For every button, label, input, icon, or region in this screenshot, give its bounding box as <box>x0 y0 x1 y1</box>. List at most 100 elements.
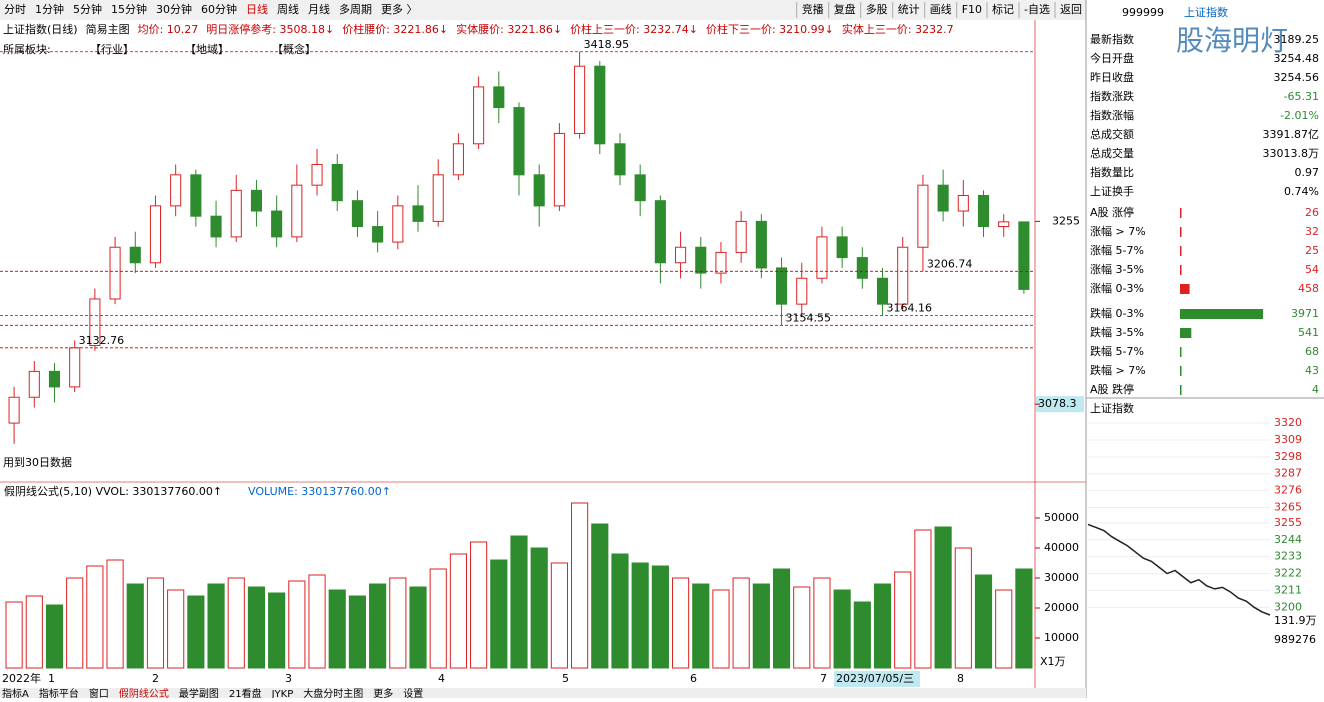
toolbar-button[interactable]: -自选 <box>1024 3 1050 16</box>
breadth-value: 68 <box>1305 345 1319 358</box>
toolbar-tab[interactable]: 60分钟 <box>201 2 237 16</box>
volume-bar <box>207 583 225 669</box>
volume-bar <box>772 568 791 669</box>
toolbar-tab[interactable]: 周线 <box>277 2 299 16</box>
mini-tick: 3265 <box>1274 501 1302 514</box>
bottom-tab[interactable]: 指标平台 <box>39 687 79 700</box>
breadth-bar <box>1180 246 1182 256</box>
volume-bar <box>389 577 407 669</box>
toolbar-tab[interactable]: 分时 <box>4 3 26 16</box>
volume-title: 假阴线公式(5,10) VVOL: 330137760.00↑ <box>4 484 222 498</box>
volume-bar <box>146 577 165 669</box>
volume-bar <box>853 601 871 669</box>
toolbar-button[interactable]: 标记 <box>992 2 1014 16</box>
x-tick-label: 1 <box>48 672 55 685</box>
index-name: 上证指数 <box>1184 5 1228 19</box>
toolbar-tab[interactable]: 多周期 <box>339 2 372 16</box>
volume-bar <box>449 553 467 669</box>
breadth-label: 涨幅 0-3% <box>1090 282 1144 295</box>
volume-bar <box>914 529 932 669</box>
toolbar-tab[interactable]: 30分钟 <box>156 2 192 16</box>
bottom-tab[interactable]: 最学副图 <box>179 687 219 700</box>
candle-body <box>574 65 586 134</box>
quote-value: -65.31 <box>1284 90 1319 103</box>
quote-value: 33013.8万 <box>1263 147 1320 160</box>
volume-bar <box>429 568 447 669</box>
candle-body <box>715 251 727 274</box>
toolbar-tab[interactable]: 月线 <box>308 2 330 16</box>
bottom-tab[interactable]: 假阴线公式 <box>119 687 169 700</box>
candle-body <box>149 205 162 264</box>
bottom-tab[interactable]: 指标A <box>2 687 29 700</box>
mini-vol: 131.9万 <box>1274 614 1317 627</box>
quote-value: 0.97 <box>1295 166 1320 179</box>
volume-bar <box>651 565 669 669</box>
candle-body <box>594 65 606 145</box>
toolbar-button[interactable]: 多股 <box>866 2 888 16</box>
candle-body <box>48 370 61 388</box>
candle-body <box>553 132 565 207</box>
toolbar-button[interactable]: 复盘 <box>834 2 856 16</box>
toolbar-tab[interactable]: 15分钟 <box>111 2 147 16</box>
breadth-bar <box>1180 309 1263 319</box>
breadth-label: 跌幅 0-3% <box>1090 306 1144 320</box>
toolbar-button[interactable]: 统计 <box>898 3 920 16</box>
y-tick-label: 3255 <box>1052 214 1080 227</box>
quote-value: -2.01% <box>1280 109 1319 122</box>
toolbar-button[interactable]: 返回 <box>1060 3 1082 16</box>
breadth-bar <box>1180 366 1182 376</box>
volume-bar <box>995 589 1013 669</box>
mini-tick: 3233 <box>1274 550 1302 563</box>
bottom-bar <box>0 688 1086 698</box>
bottom-tab[interactable]: 窗口 <box>89 687 109 700</box>
candle-body <box>412 205 424 222</box>
candle-body <box>311 163 323 186</box>
toolbar-button[interactable]: 竞播 <box>802 2 824 16</box>
volume-bar <box>1015 568 1033 669</box>
bottom-tab[interactable]: 21看盘 <box>229 687 262 700</box>
intraday-line <box>1087 523 1271 616</box>
volume-bar <box>692 583 710 669</box>
toolbar-tab[interactable]: 5分钟 <box>73 2 102 16</box>
candle-body <box>493 86 505 109</box>
bottom-tab[interactable]: JYKP <box>271 689 294 700</box>
volume-bar <box>409 586 427 669</box>
quote-label: 指数量比 <box>1090 165 1134 179</box>
bottom-tab[interactable]: 设置 <box>403 688 423 700</box>
sector-item: 【行业】 <box>90 43 134 56</box>
toolbar-tab[interactable]: 1分钟 <box>35 2 64 16</box>
sector-item: 所属板块: <box>3 42 51 56</box>
breadth-bar <box>1180 284 1190 294</box>
mini-tick: 3287 <box>1274 467 1302 480</box>
breadth-label: A股 跌停 <box>1090 382 1134 396</box>
candle-body <box>755 220 767 269</box>
bottom-tab[interactable]: 大盘分时主图 <box>303 687 363 700</box>
level-label: 3154.55 <box>786 311 832 324</box>
x-tick-label: 8 <box>957 672 964 685</box>
quote-label: 上证换手 <box>1090 184 1134 198</box>
footnote: 用到30日数据 <box>3 455 72 469</box>
x-tick-label: 2 <box>152 672 159 685</box>
candle-body <box>271 210 283 238</box>
candle-body <box>109 246 121 300</box>
mini-title: 上证指数 <box>1090 401 1134 415</box>
cursor-box <box>834 671 920 687</box>
volume-bar <box>752 583 770 669</box>
candle-body <box>8 396 20 424</box>
x-tick-label: 3 <box>285 672 292 685</box>
x-tick-label: 6 <box>690 672 697 685</box>
candle-body <box>129 246 141 264</box>
toolbar-button[interactable]: F10 <box>962 3 982 16</box>
candle-body <box>977 195 990 228</box>
toolbar-tab[interactable]: 日线 <box>246 2 268 16</box>
volume-bar <box>5 601 23 669</box>
breadth-value: 3971 <box>1291 307 1319 320</box>
candle-body <box>473 86 485 145</box>
candle-body <box>392 205 404 243</box>
toolbar-tab[interactable]: 更多 〉 <box>381 2 418 16</box>
quote-label: 指数涨跌 <box>1090 89 1134 103</box>
cursor-label: 2023/07/05/三 <box>836 672 914 685</box>
bottom-tab[interactable]: 更多 <box>373 687 393 700</box>
toolbar-button[interactable]: 画线 <box>930 2 952 16</box>
quote-value: 3254.56 <box>1274 71 1320 84</box>
